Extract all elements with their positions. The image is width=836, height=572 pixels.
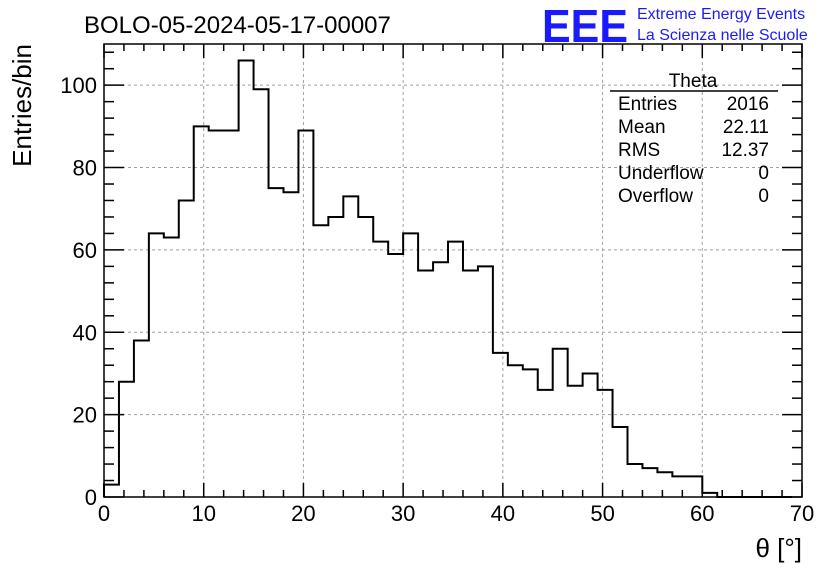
histogram-bin: [403, 233, 418, 497]
histogram-bin: [538, 390, 553, 497]
histogram-bin: [478, 266, 493, 497]
x-tick-label: 0: [98, 501, 110, 526]
x-tick-label: 60: [690, 501, 714, 526]
stats-rows: Entries 2016 Mean 22.11 RMS 12.37 Underflow 0 Ov…: [618, 94, 769, 207]
histogram-bin: [269, 188, 284, 497]
plot-frame: [103, 43, 803, 498]
histogram-bin: [598, 390, 613, 497]
y-tick-labels: 0 20 40 60 80 100: [60, 73, 97, 510]
stats-title: Theta: [669, 71, 718, 92]
histogram-bin: [149, 233, 164, 497]
logo-line-1: Extreme Energy Events: [637, 6, 805, 23]
stats-row-label: Entries: [618, 94, 677, 115]
histogram-bin: [642, 468, 657, 497]
histogram-bin: [508, 365, 523, 497]
chart-title: BOLO-05-2024-05-17-00007: [84, 12, 391, 39]
histogram-bin: [657, 472, 672, 497]
stats-row-value: 12.37: [721, 140, 769, 161]
y-tick-label: 80: [73, 156, 97, 181]
histogram-bin: [164, 238, 179, 497]
x-axis-label: θ [°]: [755, 533, 802, 563]
histogram-bin: [239, 60, 254, 497]
histogram-bin: [313, 225, 328, 497]
x-tick-labels: 0 10 20 30 40 50 60 70: [98, 501, 814, 526]
histogram-bin: [283, 192, 298, 497]
histogram-bin: [463, 271, 478, 498]
histogram-bin: [328, 217, 343, 497]
histogram-bin: [493, 353, 508, 497]
histogram-bin: [687, 476, 702, 497]
histogram-bin: [613, 427, 628, 497]
histogram-bin: [568, 386, 583, 497]
histogram-bin: [298, 130, 313, 497]
histogram-outline: [103, 59, 793, 498]
histogram-bin: [254, 89, 269, 497]
histogram-bin: [418, 271, 433, 498]
y-tick-label: 40: [73, 320, 97, 345]
histogram-bin: [194, 126, 209, 497]
histogram-bin: [134, 341, 149, 497]
stats-row-value: 22.11: [723, 117, 769, 138]
histogram-bin: [553, 349, 568, 497]
histogram-bin: [672, 476, 687, 497]
histogram-bin: [224, 130, 239, 497]
histogram-bin: [373, 242, 388, 497]
x-tick-label: 30: [391, 501, 415, 526]
stats-row-label: RMS: [618, 140, 660, 161]
x-tick-label: 10: [191, 501, 215, 526]
y-axis-label: Entries/bin: [7, 44, 37, 167]
x-tick-label: 40: [491, 501, 515, 526]
x-tick-label: 50: [590, 501, 614, 526]
histogram-bin: [448, 242, 463, 497]
histogram-bin: [104, 485, 119, 497]
histogram-bin: [628, 464, 643, 497]
y-tick-label: 0: [85, 485, 97, 510]
histogram-series: [103, 59, 793, 498]
histogram-bin: [388, 254, 403, 497]
histogram-bin: [523, 369, 538, 497]
stats-box: Theta Entries 2016 Mean 22.11 RMS 12.37 Underf…: [610, 71, 778, 207]
axis-ticks: [103, 44, 803, 498]
grid-lines: [104, 44, 802, 497]
histogram-bin: [358, 217, 373, 497]
stats-row-label: Underflow: [618, 163, 704, 184]
stats-row-label: Mean: [618, 117, 666, 138]
stats-row-value: 2016: [727, 94, 769, 115]
stats-row-value: 0: [758, 163, 769, 184]
y-tick-label: 100: [60, 73, 97, 98]
x-tick-label: 70: [790, 501, 814, 526]
stats-row-label: Overflow: [618, 186, 693, 207]
histogram-bin: [433, 262, 448, 497]
y-tick-label: 20: [73, 403, 97, 428]
y-tick-label: 60: [73, 238, 97, 263]
histogram-bin: [179, 200, 194, 497]
histogram-bin: [343, 196, 358, 497]
histogram-bin: [583, 373, 598, 497]
stats-row-value: 0: [758, 186, 769, 207]
histogram-bin: [119, 382, 134, 497]
histogram-bin: [209, 130, 224, 497]
eee-logo: EEE Extreme Energy Events La Scienza nel…: [542, 0, 808, 52]
x-tick-label: 20: [291, 501, 315, 526]
logo-line-2: La Scienza nelle Scuole: [637, 27, 808, 44]
